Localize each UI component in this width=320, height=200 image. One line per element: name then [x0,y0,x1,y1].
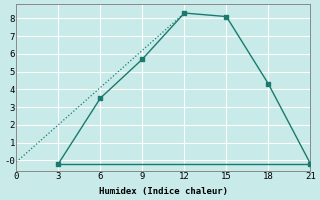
X-axis label: Humidex (Indice chaleur): Humidex (Indice chaleur) [99,187,228,196]
